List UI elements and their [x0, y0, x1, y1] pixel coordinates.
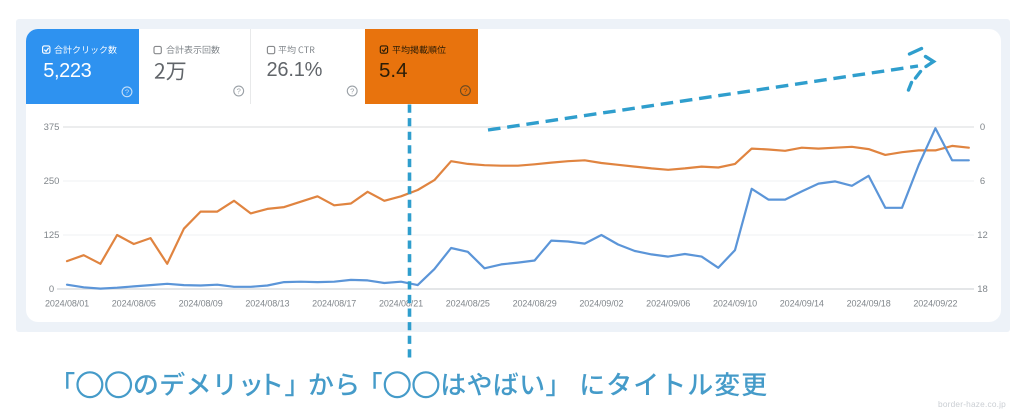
svg-text:2024/09/02: 2024/09/02 — [579, 299, 623, 309]
svg-text:0: 0 — [49, 284, 54, 295]
svg-text:0: 0 — [980, 122, 985, 133]
svg-text:2024/09/10: 2024/09/10 — [713, 299, 757, 309]
svg-text:border-haze.co.jp: border-haze.co.jp — [938, 399, 1006, 409]
svg-text:?: ? — [350, 87, 354, 96]
svg-text:375: 375 — [44, 122, 60, 133]
svg-text:2024/09/18: 2024/09/18 — [847, 299, 891, 309]
svg-text:2024/08/17: 2024/08/17 — [312, 299, 356, 309]
svg-text:2024/08/29: 2024/08/29 — [513, 299, 557, 309]
svg-text:18: 18 — [977, 284, 988, 295]
svg-text:?: ? — [463, 86, 467, 95]
svg-text:2024/08/05: 2024/08/05 — [112, 299, 156, 309]
svg-text:12: 12 — [977, 230, 988, 241]
svg-text:6: 6 — [980, 176, 985, 187]
svg-text:2024/09/06: 2024/09/06 — [646, 299, 690, 309]
svg-text:?: ? — [237, 87, 241, 96]
svg-text:2024/09/14: 2024/09/14 — [780, 299, 824, 309]
svg-text:125: 125 — [44, 230, 60, 241]
svg-text:2024/08/25: 2024/08/25 — [446, 299, 490, 309]
svg-text:2024/08/21: 2024/08/21 — [379, 299, 423, 309]
svg-text:250: 250 — [44, 176, 60, 187]
svg-text:2024/09/22: 2024/09/22 — [913, 299, 957, 309]
svg-text:2024/08/01: 2024/08/01 — [45, 299, 89, 309]
svg-text:?: ? — [125, 88, 129, 97]
svg-text:2024/08/09: 2024/08/09 — [179, 299, 223, 309]
svg-text:2024/08/13: 2024/08/13 — [245, 299, 289, 309]
